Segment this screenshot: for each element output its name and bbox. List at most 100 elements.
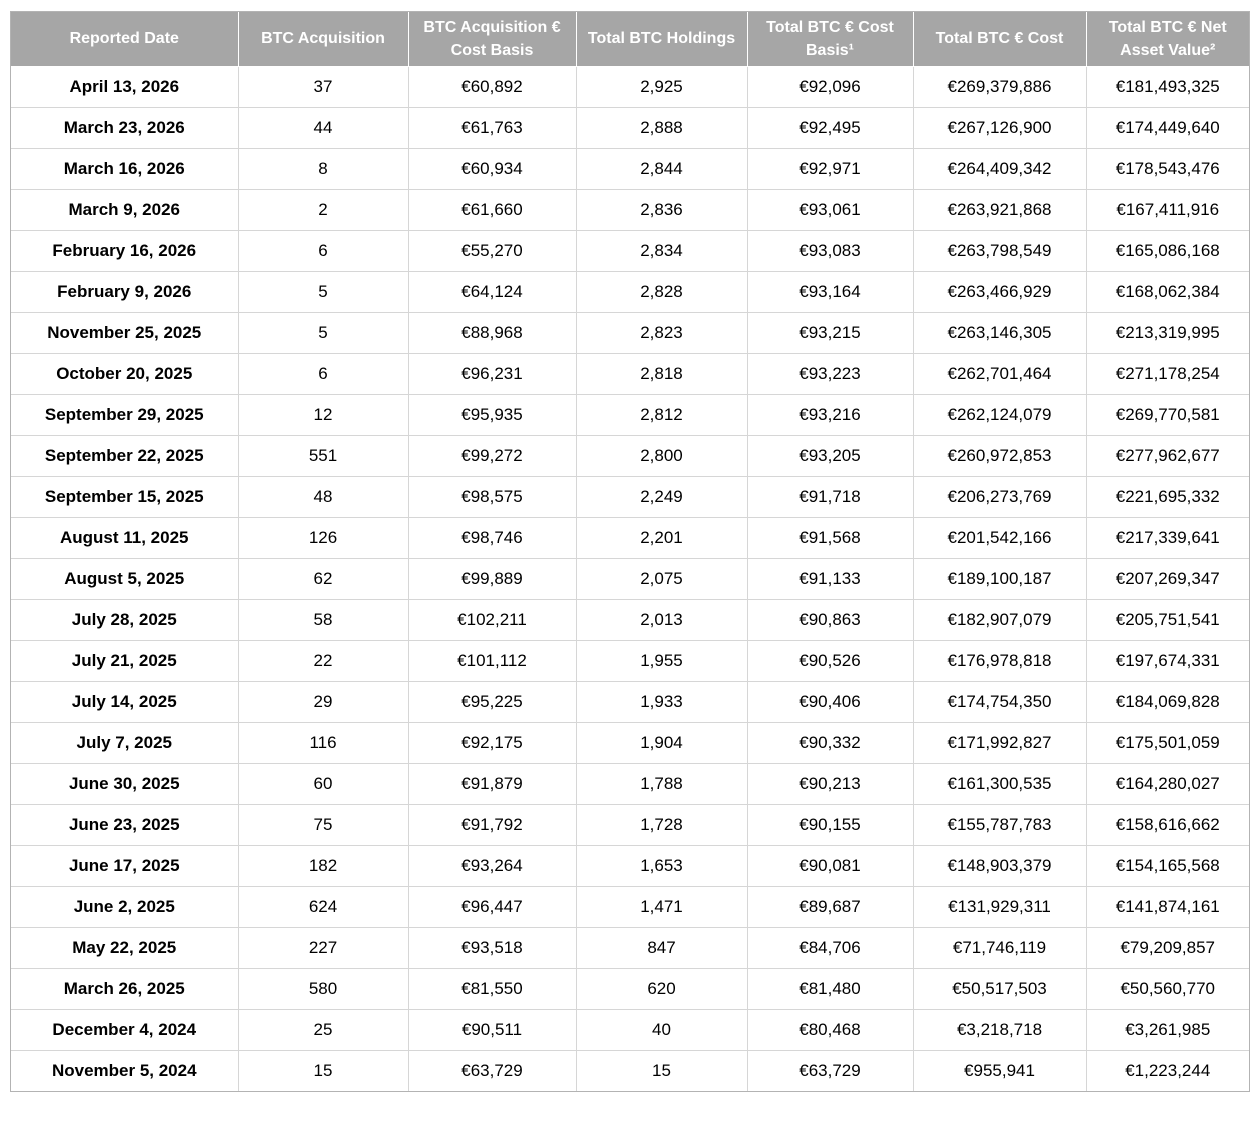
value-cell: €181,493,325	[1085, 65, 1249, 108]
value-cell: €269,770,581	[1085, 393, 1249, 436]
value-cell: 2,836	[575, 188, 748, 231]
table-row: May 22, 2025 227 €93,518 847 €84,706 €71,746,…	[11, 926, 1249, 969]
value-cell: 182	[237, 844, 409, 887]
value-cell: €91,133	[746, 557, 914, 600]
value-cell: €92,175	[407, 721, 577, 764]
value-cell: €92,096	[746, 65, 914, 108]
value-cell: €99,272	[407, 434, 577, 477]
value-cell: 6	[237, 352, 409, 395]
value-cell: 12	[237, 393, 409, 436]
value-cell: 116	[237, 721, 409, 764]
value-cell: 2,812	[575, 393, 748, 436]
value-cell: €93,061	[746, 188, 914, 231]
reported-date-cell: November 25, 2025	[11, 311, 239, 354]
reported-date-cell: June 17, 2025	[11, 844, 239, 887]
value-cell: 62	[237, 557, 409, 600]
value-cell: €93,215	[746, 311, 914, 354]
value-cell: 2,844	[575, 147, 748, 190]
table-row: February 9, 2026 5 €64,124 2,828 €93,164 €263…	[11, 270, 1249, 313]
reported-date-cell: June 2, 2025	[11, 885, 239, 928]
value-cell: €93,216	[746, 393, 914, 436]
value-cell: 1,904	[575, 721, 748, 764]
value-cell: €93,083	[746, 229, 914, 272]
value-cell: 1,728	[575, 803, 748, 846]
value-cell: €61,660	[407, 188, 577, 231]
value-cell: €93,264	[407, 844, 577, 887]
header-row: Reported Date BTC Acquisition BTC Acquis…	[11, 12, 1249, 67]
value-cell: €176,978,818	[912, 639, 1087, 682]
value-cell: €263,146,305	[912, 311, 1087, 354]
value-cell: €50,517,503	[912, 967, 1087, 1010]
table-row: July 7, 2025 116 €92,175 1,904 €90,332 €171,9…	[11, 721, 1249, 764]
value-cell: €90,213	[746, 762, 914, 805]
reported-date-cell: March 23, 2026	[11, 106, 239, 149]
value-cell: €50,560,770	[1085, 967, 1249, 1010]
value-cell: 15	[237, 1049, 409, 1091]
table-row: June 23, 2025 75 €91,792 1,728 €90,155 €155,7…	[11, 803, 1249, 846]
value-cell: €81,480	[746, 967, 914, 1010]
value-cell: €64,124	[407, 270, 577, 313]
value-cell: 620	[575, 967, 748, 1010]
value-cell: €168,062,384	[1085, 270, 1249, 313]
column-header-total-btc-cost-basis: Total BTC € Cost Basis¹	[746, 12, 914, 67]
value-cell: €96,447	[407, 885, 577, 928]
value-cell: €102,211	[407, 598, 577, 641]
table-row: July 21, 2025 22 €101,112 1,955 €90,526 €176,…	[11, 639, 1249, 682]
value-cell: 22	[237, 639, 409, 682]
value-cell: €184,069,828	[1085, 680, 1249, 723]
value-cell: €221,695,332	[1085, 475, 1249, 518]
value-cell: €90,863	[746, 598, 914, 641]
reported-date-cell: November 5, 2024	[11, 1049, 239, 1091]
value-cell: €60,892	[407, 65, 577, 108]
value-cell: €79,209,857	[1085, 926, 1249, 969]
value-cell: €91,568	[746, 516, 914, 559]
reported-date-cell: September 15, 2025	[11, 475, 239, 518]
value-cell: €182,907,079	[912, 598, 1087, 641]
value-cell: €91,718	[746, 475, 914, 518]
reported-date-cell: August 11, 2025	[11, 516, 239, 559]
value-cell: €80,468	[746, 1008, 914, 1051]
value-cell: 58	[237, 598, 409, 641]
table-row: June 2, 2025 624 €96,447 1,471 €89,687 €131,9…	[11, 885, 1249, 928]
reported-date-cell: March 16, 2026	[11, 147, 239, 190]
value-cell: €206,273,769	[912, 475, 1087, 518]
value-cell: €262,124,079	[912, 393, 1087, 436]
value-cell: 624	[237, 885, 409, 928]
table-row: June 17, 2025 182 €93,264 1,653 €90,081 €148,…	[11, 844, 1249, 887]
value-cell: 1,955	[575, 639, 748, 682]
value-cell: €267,126,900	[912, 106, 1087, 149]
value-cell: €90,155	[746, 803, 914, 846]
table-row: August 11, 2025 126 €98,746 2,201 €91,568 €20…	[11, 516, 1249, 559]
value-cell: €99,889	[407, 557, 577, 600]
value-cell: €154,165,568	[1085, 844, 1249, 887]
value-cell: €189,100,187	[912, 557, 1087, 600]
btc-table-container: Reported Date BTC Acquisition BTC Acquis…	[10, 11, 1250, 1092]
value-cell: 847	[575, 926, 748, 969]
value-cell: 126	[237, 516, 409, 559]
value-cell: 580	[237, 967, 409, 1010]
value-cell: 48	[237, 475, 409, 518]
reported-date-cell: September 29, 2025	[11, 393, 239, 436]
reported-date-cell: April 13, 2026	[11, 65, 239, 108]
value-cell: €81,550	[407, 967, 577, 1010]
value-cell: €93,205	[746, 434, 914, 477]
value-cell: 1,471	[575, 885, 748, 928]
reported-date-cell: March 26, 2025	[11, 967, 239, 1010]
value-cell: 15	[575, 1049, 748, 1091]
value-cell: €175,501,059	[1085, 721, 1249, 764]
value-cell: €60,934	[407, 147, 577, 190]
value-cell: 60	[237, 762, 409, 805]
value-cell: 2,800	[575, 434, 748, 477]
reported-date-cell: July 21, 2025	[11, 639, 239, 682]
value-cell: €93,164	[746, 270, 914, 313]
value-cell: 2,249	[575, 475, 748, 518]
value-cell: €141,874,161	[1085, 885, 1249, 928]
reported-date-cell: December 4, 2024	[11, 1008, 239, 1051]
reported-date-cell: March 9, 2026	[11, 188, 239, 231]
value-cell: €55,270	[407, 229, 577, 272]
value-cell: 2,075	[575, 557, 748, 600]
value-cell: 29	[237, 680, 409, 723]
value-cell: €263,921,868	[912, 188, 1087, 231]
value-cell: €213,319,995	[1085, 311, 1249, 354]
